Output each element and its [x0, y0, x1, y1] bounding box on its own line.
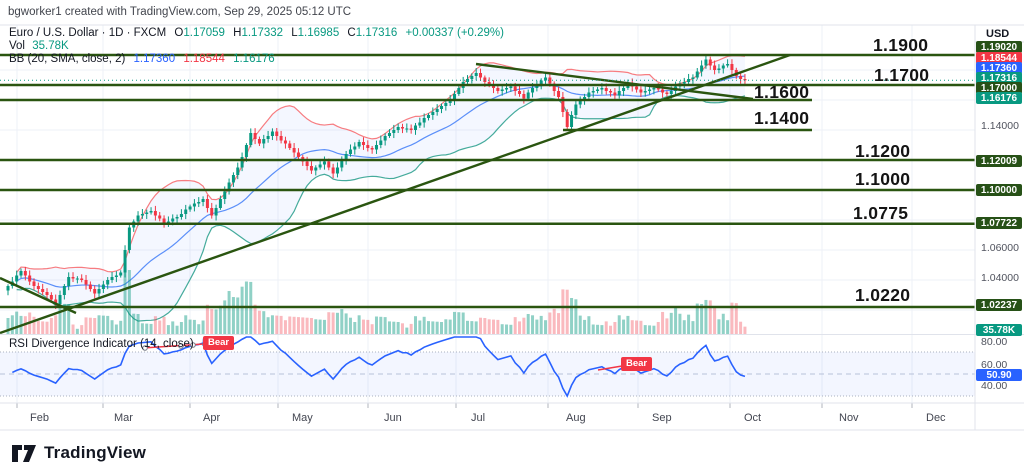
rsi-legend-row[interactable]: RSI Divergence Indicator (14, close) 50.…: [9, 338, 231, 350]
bollinger-legend-row[interactable]: BB (20, SMA, close, 2) 1.17360 1.18544 1…: [9, 53, 275, 65]
level-label[interactable]: 1.1900: [873, 35, 929, 55]
volume-legend-row[interactable]: Vol 35.78K: [9, 40, 69, 52]
tradingview-logo-text: TradingView: [44, 443, 147, 462]
close-label: C: [347, 27, 356, 39]
month-label: Feb: [30, 412, 49, 424]
price-axis-badge: 1.16176: [976, 92, 1022, 104]
price-axis-badge: 1.10000: [976, 183, 1022, 196]
price-axis-badge: 1.02237: [976, 298, 1022, 311]
price-axis-label: 1.04000: [981, 271, 1019, 284]
volume-value: 35.78K: [32, 40, 69, 52]
level-label[interactable]: 1.1600: [754, 82, 810, 102]
tradingview-logo-icon: [12, 444, 36, 462]
month-label: Oct: [744, 412, 762, 424]
price-axis-currency: USD: [986, 28, 1010, 40]
bb-basis-value: 1.17360: [133, 53, 176, 65]
price-axis-label: 1.06000: [981, 241, 1019, 254]
price-axis-badge: 1.18544: [976, 52, 1022, 64]
price-axis-badge: 1.19020: [976, 41, 1022, 53]
symbol-legend-row[interactable]: Euro / U.S. Dollar · 1D · FXCM O1.17059 …: [9, 27, 504, 39]
level-label[interactable]: 1.0775: [853, 203, 909, 223]
change-value: +0.00337 (+0.29%): [405, 27, 504, 39]
level-label[interactable]: 1.0220: [855, 285, 911, 305]
price-axis-label: 1.14000: [981, 119, 1019, 132]
volume-label: Vol: [9, 40, 25, 52]
high-value: 1.17332: [241, 27, 284, 39]
price-axis-badge: 1.07722: [976, 216, 1022, 229]
bollinger-label: BB (20, SMA, close, 2): [9, 53, 126, 65]
month-label: Aug: [566, 412, 586, 424]
price-axis-badge: 1.12009: [976, 155, 1022, 167]
level-label[interactable]: 1.1400: [754, 108, 810, 128]
month-label: Jun: [384, 412, 402, 424]
open-value: 1.17059: [183, 27, 225, 39]
low-value: 1.16985: [297, 27, 340, 39]
month-label: Nov: [839, 412, 859, 424]
symbol-title: Euro / U.S. Dollar · 1D · FXCM: [9, 27, 167, 39]
price-axis-badge: 1.17000: [976, 82, 1022, 94]
bb-upper-value: 1.18544: [183, 53, 225, 65]
low-label: L: [291, 27, 298, 39]
level-label[interactable]: 1.1200: [855, 141, 911, 161]
month-label: Dec: [926, 412, 946, 424]
price-axis-label: 60.00: [981, 358, 1008, 371]
level-label[interactable]: 1.1700: [874, 65, 930, 85]
price-axis-badge: 35.78K: [976, 323, 1022, 336]
tradingview-logo[interactable]: TradingView: [12, 443, 146, 463]
bb-lower-value: 1.16176: [233, 53, 275, 65]
price-axis-label: 80.00: [981, 335, 1008, 348]
month-label: Sep: [652, 412, 672, 424]
price-axis-label: 40.00: [981, 379, 1008, 392]
bear-badge[interactable]: Bear: [621, 357, 653, 371]
month-label: Jul: [471, 412, 486, 424]
price-axis-badge: 1.17316: [976, 72, 1022, 84]
attribution-bar: bgworker1 created with TradingView.com, …: [8, 6, 352, 18]
price-axis-badge: 1.17360: [976, 62, 1022, 74]
close-value: 1.17316: [355, 27, 398, 39]
month-label: Apr: [203, 412, 221, 424]
price-axis-badge: 50.90: [976, 368, 1022, 381]
month-label: Mar: [114, 412, 133, 424]
high-label: H: [233, 27, 242, 39]
rsi-label: RSI Divergence Indicator (14, close): [9, 338, 194, 350]
month-label: May: [292, 412, 313, 424]
level-label[interactable]: 1.1000: [855, 169, 911, 189]
bear-badge[interactable]: Bear: [203, 336, 235, 350]
open-label: O: [174, 27, 184, 39]
